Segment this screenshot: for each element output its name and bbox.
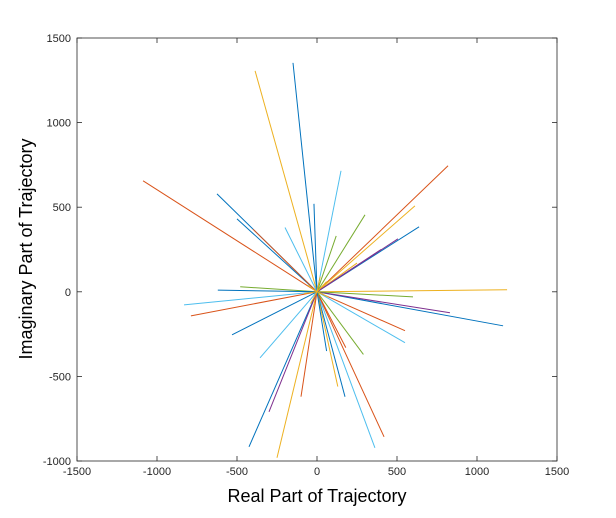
y-tick-label: -500 (49, 371, 71, 383)
trajectory-line (190, 291, 318, 317)
x-tick-label: 500 (388, 466, 406, 478)
trajectory-line (316, 291, 406, 332)
trajectory-line (307, 284, 318, 293)
trajectory-line (254, 70, 318, 292)
trajectory-line (276, 291, 318, 458)
trajectory-line (248, 291, 318, 447)
trajectory-line (316, 291, 406, 344)
trajectory-line (316, 291, 376, 448)
trajectory-line (316, 291, 364, 355)
trajectory-line (316, 291, 329, 298)
x-tick-label: 0 (314, 466, 320, 478)
trajectory-line (316, 291, 328, 352)
trajectory-line (316, 291, 414, 298)
trajectory-line (316, 214, 366, 293)
y-tick-label: 1000 (47, 118, 71, 130)
y-tick-label: 1500 (47, 33, 71, 45)
x-tick-label: -1500 (63, 466, 91, 478)
trajectory-line (316, 291, 451, 314)
trajectory-line (183, 291, 318, 306)
x-axis-label: Real Part of Trajectory (227, 486, 406, 506)
trajectory-line (316, 249, 382, 293)
y-axis-label: Imaginary Part of Trajectory (16, 138, 36, 359)
trajectory-line (316, 165, 449, 293)
trajectory-line (316, 291, 347, 348)
series-group (142, 62, 508, 458)
trajectory-line (316, 235, 337, 292)
trajectory-line (217, 289, 318, 293)
plot-area (77, 38, 557, 461)
y-tick-label: 500 (53, 202, 71, 214)
trajectory-line (259, 291, 318, 359)
trajectory-line (252, 228, 318, 293)
trajectory-line (310, 291, 318, 304)
trajectory-line (316, 291, 385, 438)
y-tick-label: -1000 (43, 456, 71, 468)
trajectory-line (231, 291, 318, 336)
trajectory-line (284, 227, 318, 293)
trajectory-line (316, 291, 504, 327)
trajectory-line (292, 62, 318, 292)
trajectory-line (316, 291, 346, 397)
trajectory-line (300, 291, 318, 397)
trajectory-line (316, 289, 508, 293)
trajectory-line (316, 276, 321, 292)
x-tick-label: 1000 (465, 466, 489, 478)
trajectory-line (142, 180, 318, 293)
trajectory-line (304, 291, 318, 294)
trajectory-line (240, 286, 318, 293)
trajectory-line (268, 291, 318, 412)
x-tick-label: -1000 (143, 466, 171, 478)
trajectory-line (316, 281, 327, 293)
trajectory-line (316, 170, 342, 292)
x-tick-label: -500 (226, 466, 248, 478)
trajectory-line (316, 291, 339, 387)
tick-group: -1500 -1000 -500 0 500 1000 1500-1000-50005001… (43, 33, 569, 478)
y-tick-label: 0 (65, 287, 71, 299)
trajectory-line (313, 203, 318, 292)
x-tick-label: 1500 (545, 466, 569, 478)
trajectory-line (236, 218, 318, 293)
trajectory-line (316, 205, 416, 293)
